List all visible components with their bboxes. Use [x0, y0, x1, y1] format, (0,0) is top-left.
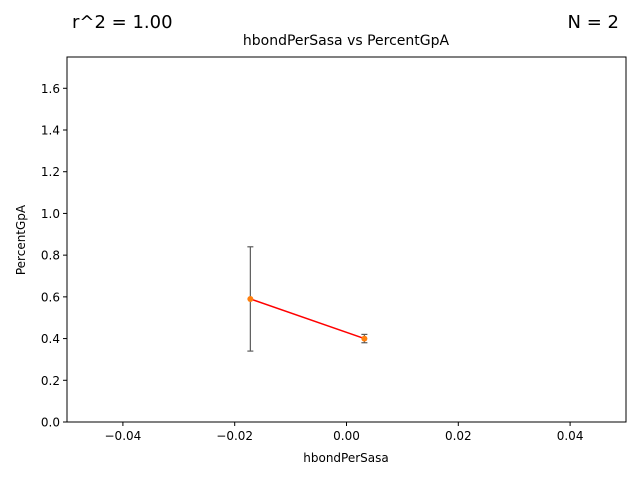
x-axis-label: hbondPerSasa	[303, 451, 389, 465]
y-tick-label: 1.0	[41, 207, 60, 221]
y-tick-label: 1.2	[41, 165, 60, 179]
x-axis-ticks: −0.04 −0.02 0.00 0.02 0.04	[105, 422, 584, 443]
y-tick-label: 0.0	[41, 416, 60, 430]
plot-content	[247, 246, 368, 352]
y-tick-label: 0.6	[41, 290, 60, 304]
y-tick-label: 0.2	[41, 374, 60, 388]
data-point	[361, 335, 368, 342]
x-tick-label: 0.02	[445, 429, 472, 443]
r-squared-label: r^2 = 1.00	[72, 12, 173, 33]
y-tick-label: 0.4	[41, 332, 60, 346]
y-axis-label: PercentGpA	[14, 204, 28, 275]
y-axis-ticks: 0.0 0.2 0.4 0.6 0.8 1.0 1.2 1.4 1.6	[41, 82, 67, 430]
sample-count-label: N = 2	[567, 12, 619, 33]
x-tick-label: −0.04	[105, 429, 142, 443]
x-tick-label: 0.04	[557, 429, 584, 443]
data-point	[247, 295, 254, 302]
x-tick-label: 0.00	[333, 429, 360, 443]
y-tick-label: 1.4	[41, 124, 60, 138]
plot-frame	[66, 56, 627, 423]
chart-title: hbondPerSasa vs PercentGpA	[243, 33, 450, 49]
y-tick-label: 0.8	[41, 249, 60, 263]
y-tick-label: 1.6	[41, 82, 60, 96]
fit-line	[250, 298, 365, 340]
x-tick-label: −0.02	[216, 429, 253, 443]
